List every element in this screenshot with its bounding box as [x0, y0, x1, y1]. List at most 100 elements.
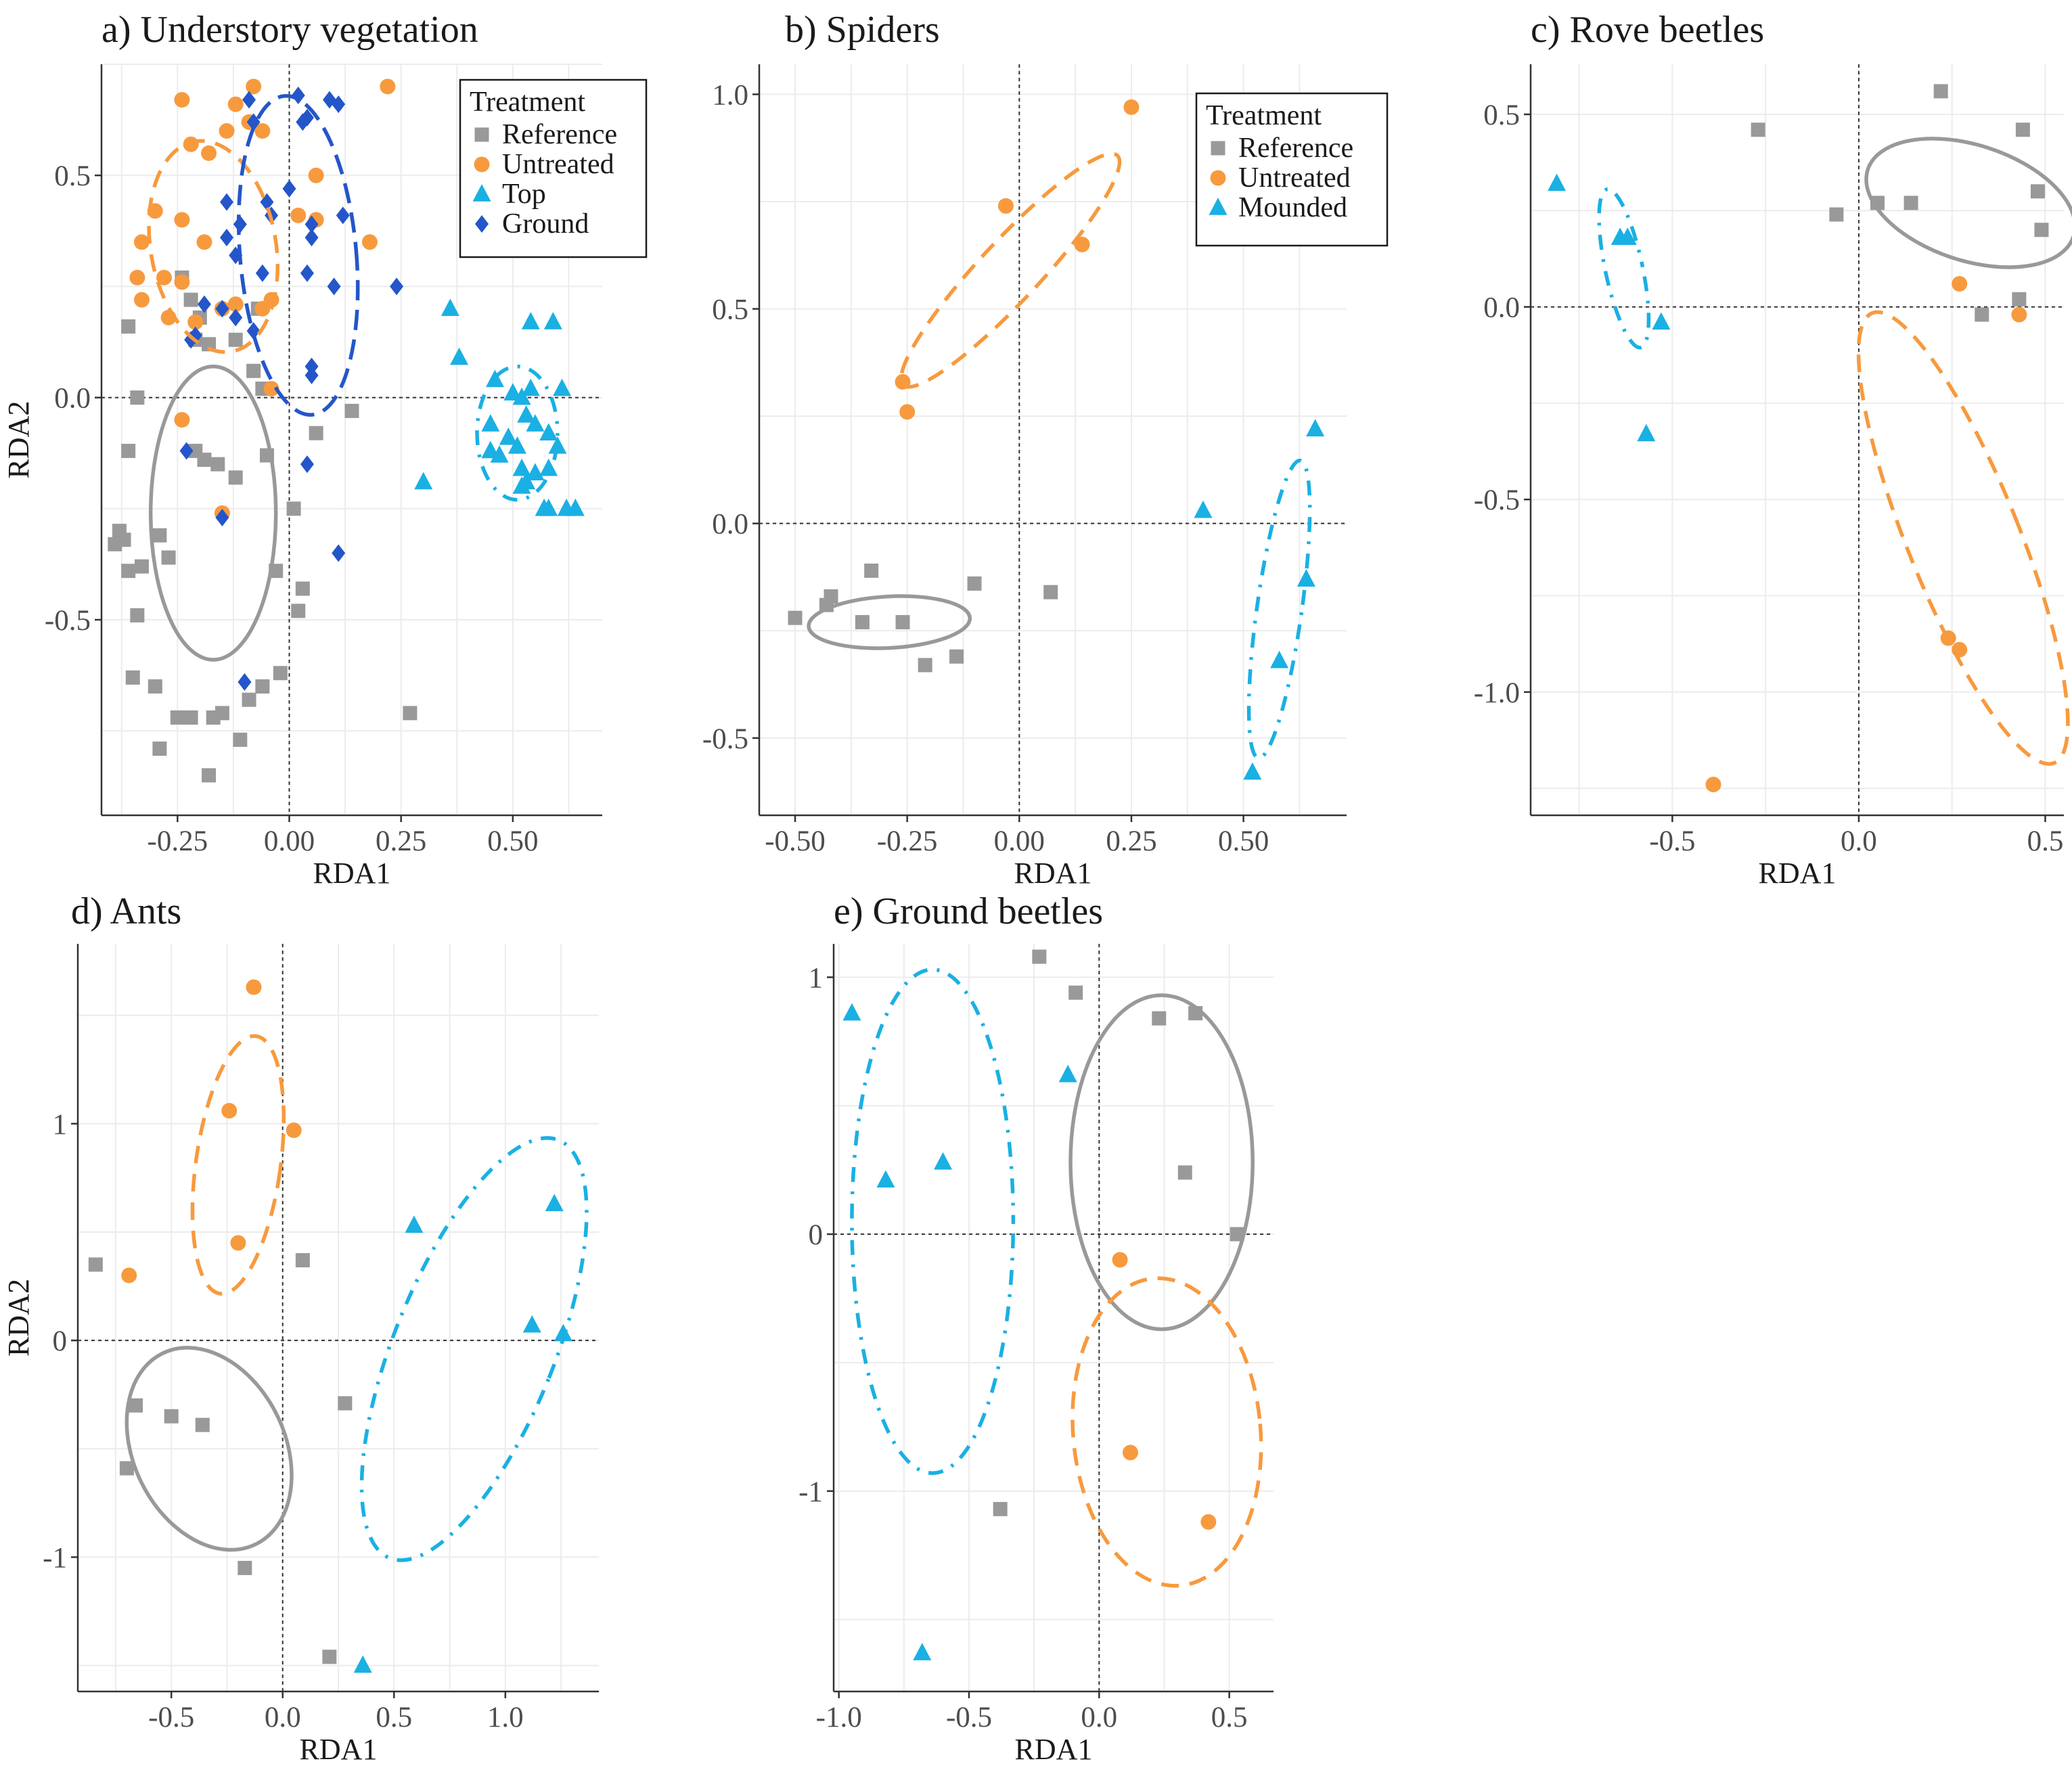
mounded-point — [842, 1003, 861, 1021]
ground-point — [246, 322, 261, 340]
untreated-point — [286, 1122, 302, 1138]
legend-box — [1195, 92, 1389, 247]
legend-item-reference: Reference — [1211, 133, 1353, 164]
ground-point — [305, 366, 319, 384]
x-tick-label: 0.25 — [376, 825, 426, 857]
top-ellipse — [475, 364, 560, 502]
x-tick-label: 0.0 — [1841, 825, 1877, 857]
x-tick-label: 0.00 — [994, 825, 1045, 857]
legend-item-untreated: Untreated — [1210, 162, 1351, 194]
series-untreated — [121, 979, 302, 1283]
ellipses — [807, 152, 1312, 760]
x-tick-label: -0.25 — [148, 825, 208, 857]
y-tick-label: 0.0 — [712, 509, 748, 541]
untreated-ellipse — [899, 152, 1122, 389]
reference-point — [291, 604, 306, 618]
ground-point — [300, 108, 314, 127]
reference-ellipse — [1068, 993, 1255, 1332]
ground-point — [291, 86, 305, 104]
top-point — [450, 347, 469, 365]
untreated-point — [129, 269, 145, 286]
mounded-point — [1637, 424, 1656, 442]
panel-title: c) Rove beetles — [1531, 9, 1764, 51]
y-tick-label: -1 — [798, 1476, 823, 1508]
y-tick-label: 0.0 — [1483, 292, 1520, 324]
series-mounded — [1194, 419, 1325, 780]
x-tick-label: -1.0 — [816, 1702, 862, 1733]
ground-point — [255, 264, 269, 282]
ground-point — [220, 193, 233, 211]
mounded-ellipse — [850, 968, 1016, 1475]
y-tick-label: -1 — [43, 1542, 67, 1574]
untreated-point — [201, 145, 217, 161]
mounded-point — [554, 1323, 572, 1342]
y-tick-label: 0.5 — [1483, 99, 1520, 131]
untreated-legend-key — [1210, 170, 1226, 186]
grid — [78, 944, 599, 1691]
x-tick-label: 0.0 — [1081, 1702, 1117, 1733]
reference-ellipse — [148, 364, 278, 662]
reference-point — [2030, 184, 2045, 199]
untreated-point — [121, 1267, 137, 1283]
ellipses — [125, 1034, 589, 1562]
mounded-point — [1058, 1064, 1077, 1083]
top-point — [548, 436, 567, 454]
x-tick-label: 0.5 — [2027, 825, 2064, 857]
untreated-point — [174, 274, 190, 290]
reference-point — [148, 679, 162, 694]
reference-point — [2015, 122, 2030, 137]
reference-point — [403, 706, 418, 721]
reference-point — [183, 710, 198, 725]
points — [788, 99, 1325, 780]
reference-point — [322, 1650, 337, 1664]
reference-point — [228, 332, 243, 347]
top-point — [526, 414, 545, 432]
reference-point — [164, 1409, 179, 1424]
top-point — [512, 476, 531, 494]
reference-point — [121, 319, 136, 334]
reference-point — [170, 710, 185, 725]
untreated-point — [227, 96, 244, 112]
untreated-point — [156, 269, 172, 286]
untreated-point — [1952, 275, 1968, 292]
x-axis-label: RDA1 — [300, 1733, 378, 1766]
reference-point — [242, 692, 256, 707]
series-mounded — [353, 1194, 572, 1673]
panel-3: -0.5 0.0 0.5 -1.0 -0.5 0.0 0.5 c) Rove beetles R… — [1474, 9, 2072, 890]
top-point — [535, 498, 554, 516]
untreated-point — [246, 979, 262, 995]
ellipses — [850, 968, 1263, 1588]
series-untreated — [129, 78, 396, 521]
reference-point — [121, 443, 136, 458]
reference-point — [152, 741, 167, 756]
ground-point — [197, 295, 211, 313]
reference-point — [1177, 1165, 1192, 1180]
mounded-point — [545, 1194, 564, 1212]
reference-point — [864, 563, 879, 578]
reference-point — [286, 501, 301, 516]
top-point — [521, 312, 540, 330]
series-mounded — [842, 1003, 1077, 1660]
reference-point — [1829, 207, 1844, 222]
legend-label: Top — [502, 179, 546, 210]
reference-point — [895, 615, 910, 630]
reference-ellipse — [1864, 137, 2072, 269]
grid — [834, 944, 1274, 1691]
untreated-point — [246, 78, 262, 95]
top-point — [485, 369, 504, 388]
top-point — [503, 383, 522, 401]
panel-5: -1.0 -0.5 0.0 0.5 -1 0 1 e) Ground beetles RDA1 — [798, 890, 1274, 1766]
ground-point — [238, 673, 252, 691]
top-point — [414, 472, 433, 490]
untreated-point — [174, 212, 190, 228]
untreated-ellipse — [1071, 1276, 1263, 1588]
ground-point — [215, 300, 229, 318]
panel-title: d) Ants — [71, 890, 181, 932]
ground-point — [300, 455, 314, 474]
reference-legend-key — [1211, 141, 1225, 156]
untreated-point — [1952, 641, 1968, 658]
reference-ellipse — [125, 1346, 294, 1552]
